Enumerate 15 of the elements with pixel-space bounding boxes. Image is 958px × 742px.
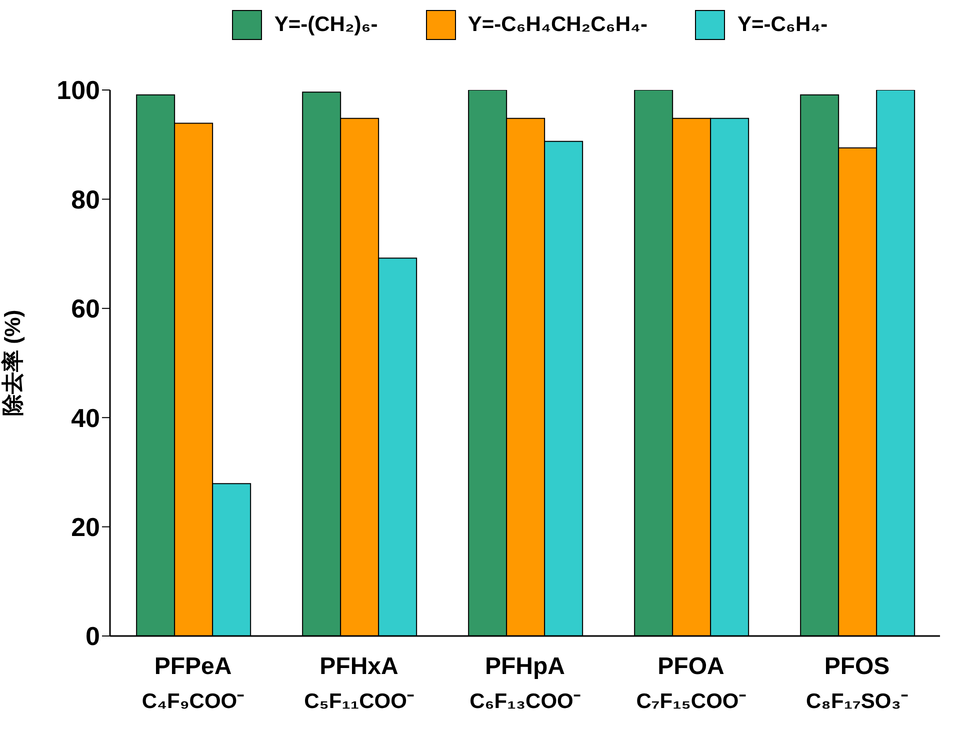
y-tick-label: 20	[71, 512, 100, 542]
y-tick-label: 100	[56, 75, 100, 106]
x-tick-label: PFOS C₈F₁₇SO₃⁻	[806, 653, 908, 713]
legend-label: Y=-C₆H₄CH₂C₆H₄-	[468, 13, 648, 37]
x-tick-label: PFHxA C₅F₁₁COO⁻	[304, 653, 414, 713]
x-tick-label: PFPeA C₄F₉COO⁻	[142, 653, 244, 713]
y-tick-label: 80	[71, 184, 100, 214]
legend-label: Y=-C₆H₄-	[737, 13, 828, 37]
y-tick-label: 40	[71, 402, 100, 433]
x-tick-label: PFOA C₇F₁₅COO⁻	[636, 653, 746, 713]
y-tick-label: 60	[71, 294, 100, 324]
y-tick-label: 0	[86, 621, 100, 652]
y-axis-title: 除去率 (%)	[0, 310, 25, 416]
legend-label: Y=-(CH₂)₆-	[274, 13, 378, 37]
x-tick-label: PFHpA C₆F₁₃COO⁻	[470, 653, 580, 713]
